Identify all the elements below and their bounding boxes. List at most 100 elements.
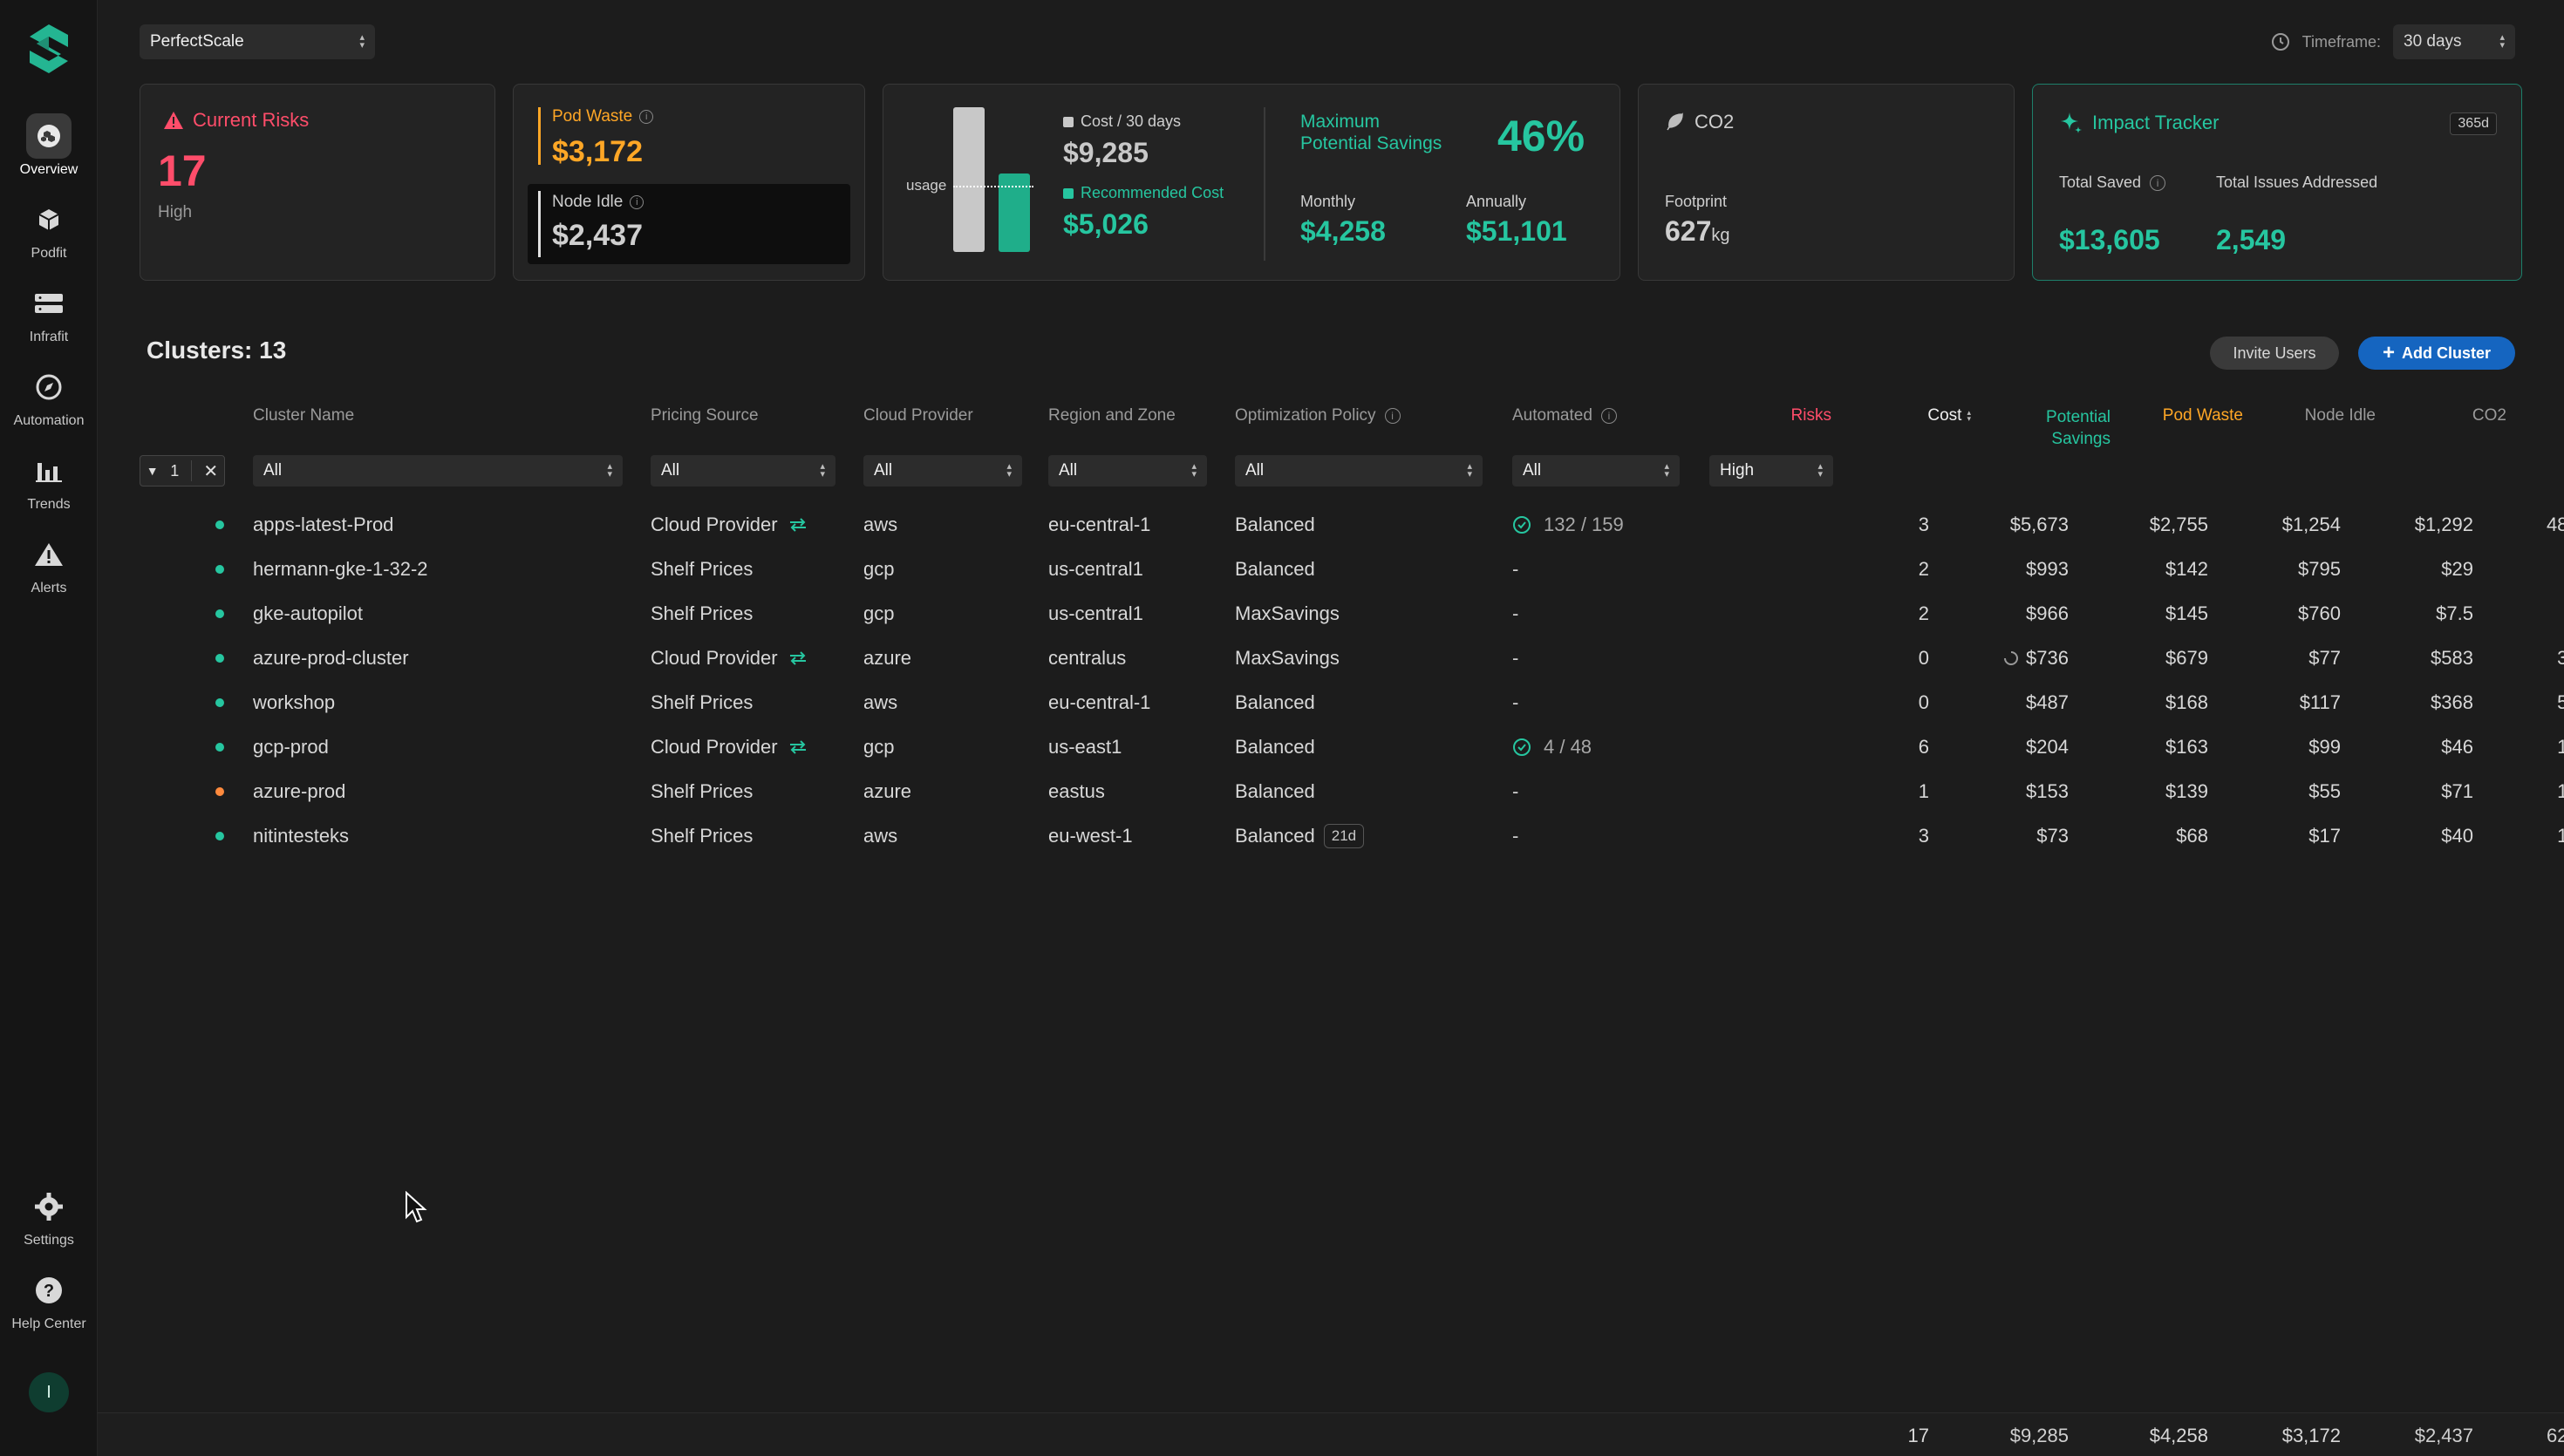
risks[interactable]: 1 xyxy=(1918,779,1929,802)
info-icon[interactable]: i xyxy=(1384,408,1401,424)
optimization-policy[interactable]: Balanced xyxy=(1235,725,1315,769)
add-cluster-button[interactable]: + Add Cluster xyxy=(2358,337,2515,370)
cluster-name[interactable]: azure-prod-cluster xyxy=(253,636,409,680)
header-potential-savings[interactable]: Potential Savings xyxy=(2046,406,2111,450)
header-node-idle[interactable]: Node Idle xyxy=(2304,406,2376,425)
filter-cloud-provider[interactable]: All ▴ ▾ xyxy=(863,455,1022,486)
header-cloud-provider[interactable]: Cloud Provider xyxy=(863,406,973,425)
cluster-name[interactable]: workshop xyxy=(253,680,335,725)
perfectscale-logo[interactable] xyxy=(26,23,72,75)
active-filters-chip[interactable]: ▼ 1 ✕ xyxy=(140,455,225,486)
cluster-row[interactable]: gke-autopilot Shelf Prices gcp us-central1 M… xyxy=(98,591,2564,636)
nav-podfit[interactable]: Podfit xyxy=(0,197,98,262)
co2-card[interactable]: CO2 Footprint 627kg xyxy=(1638,84,2015,281)
filter-pricing-source[interactable]: All ▴ ▾ xyxy=(651,455,835,486)
cluster-row[interactable]: nitintesteks Shelf Prices aws eu-west-1 Bala… xyxy=(98,813,2564,858)
cluster-name[interactable]: gcp-prod xyxy=(253,725,329,769)
cluster-row[interactable]: workshop Shelf Prices aws eu-central-1 Balan… xyxy=(98,680,2564,725)
optimization-policy[interactable]: Balanced xyxy=(1235,769,1315,813)
user-avatar[interactable]: I xyxy=(29,1372,69,1412)
risks[interactable]: 2 xyxy=(1918,557,1929,580)
cluster-name[interactable]: azure-prod xyxy=(253,769,345,813)
cluster-row[interactable]: gcp-prod Cloud Provider gcp us-east1 Balance… xyxy=(98,725,2564,769)
potential-savings: $142 xyxy=(2165,557,2208,580)
cluster-name[interactable]: nitintesteks xyxy=(253,813,349,858)
optimization-policy[interactable]: MaxSavings xyxy=(1235,591,1340,636)
info-icon[interactable]: i xyxy=(630,195,644,209)
potential-savings: $168 xyxy=(2165,691,2208,713)
filter-risks-value: High xyxy=(1720,461,1755,480)
cluster-name[interactable]: apps-latest-Prod xyxy=(253,502,393,547)
status-dot xyxy=(215,520,224,529)
automated[interactable]: 4 / 48 xyxy=(1512,725,1592,769)
current-risks-count: 17 xyxy=(158,146,207,195)
risks[interactable]: 0 xyxy=(1918,691,1929,713)
risks[interactable]: 3 xyxy=(1918,824,1929,847)
header-risks[interactable]: Risks xyxy=(1790,406,1831,425)
cluster-row[interactable]: hermann-gke-1-32-2 Shelf Prices gcp us-cent… xyxy=(98,547,2564,591)
nav-help-center[interactable]: ? Help Center xyxy=(0,1268,98,1332)
nav-trends[interactable]: Trends xyxy=(0,448,98,513)
footprint-label: Footprint xyxy=(1665,193,1728,210)
cluster-row[interactable]: azure-prod-cluster Cloud Provider azure cen… xyxy=(98,636,2564,680)
info-icon[interactable]: i xyxy=(1600,408,1617,424)
optimization-policy[interactable]: Balanced xyxy=(1235,680,1315,725)
cloud-provider: gcp xyxy=(863,602,895,624)
header-automated[interactable]: Automated i xyxy=(1512,406,1617,425)
total-issues-value: 2,549 xyxy=(2216,224,2287,255)
cluster-row[interactable]: azure-prod Shelf Prices azure eastus Balance… xyxy=(98,769,2564,813)
check-circle-icon xyxy=(1513,738,1531,756)
risks[interactable]: 6 xyxy=(1918,735,1929,758)
info-icon[interactable]: i xyxy=(639,110,654,124)
nav-alerts[interactable]: Alerts xyxy=(0,532,98,596)
nav-alerts-label: Alerts xyxy=(31,581,67,595)
period-badge[interactable]: 365d xyxy=(2450,112,2497,135)
node-idle-accent xyxy=(538,191,541,257)
nav-settings[interactable]: Settings xyxy=(0,1184,98,1248)
potential-savings: $139 xyxy=(2165,779,2208,802)
header-cluster-name[interactable]: Cluster Name xyxy=(253,406,355,425)
optimization-policy[interactable]: MaxSavings xyxy=(1235,636,1340,680)
current-risks-card[interactable]: Current Risks 17 High xyxy=(140,84,495,281)
automated: - xyxy=(1512,591,1518,636)
filter-cluster-name[interactable]: All ▴ ▾ xyxy=(253,455,623,486)
filter-region-zone[interactable]: All ▴ ▾ xyxy=(1048,455,1207,486)
clear-filters-icon[interactable]: ✕ xyxy=(203,461,219,481)
total-saved-value: $13,605 xyxy=(2059,224,2160,255)
risks[interactable]: 3 xyxy=(1918,513,1929,535)
header-cost[interactable]: Cost ▴ ▾ xyxy=(1927,406,1971,425)
optimization-policy[interactable]: Balanced xyxy=(1235,547,1315,591)
header-region-zone[interactable]: Region and Zone xyxy=(1048,406,1176,425)
header-pod-waste[interactable]: Pod Waste xyxy=(2162,406,2243,425)
automated[interactable]: 132 / 159 xyxy=(1512,502,1624,547)
cost-value: $9,285 xyxy=(1063,137,1149,168)
pricing-source-text: Shelf Prices xyxy=(651,779,754,802)
org-select[interactable]: PerfectScale ▴ ▾ xyxy=(140,24,375,59)
cost-text: $153 xyxy=(2026,779,2069,802)
waste-card: Pod Waste i $3,172 Node Idle i $2,437 xyxy=(513,84,865,281)
nav-automation[interactable]: Automation xyxy=(0,364,98,429)
nav-infrafit[interactable]: Infrafit xyxy=(0,281,98,345)
filter-optimization-policy[interactable]: All ▴ ▾ xyxy=(1235,455,1483,486)
timeframe-select[interactable]: 30 days ▴ ▾ xyxy=(2393,24,2515,59)
invite-users-button[interactable]: Invite Users xyxy=(2210,337,2339,370)
header-pricing-source[interactable]: Pricing Source xyxy=(651,406,759,425)
active-filter-count: 1 xyxy=(170,461,180,480)
filter-risks[interactable]: High ▴ ▾ xyxy=(1709,455,1833,486)
optimization-policy[interactable]: Balanced xyxy=(1235,502,1315,547)
cost-label: Cost / 30 days xyxy=(1081,112,1182,130)
pricing-source-text: Cloud Provider xyxy=(651,513,778,535)
filter-automated[interactable]: All ▴ ▾ xyxy=(1512,455,1680,486)
risks[interactable]: 0 xyxy=(1918,646,1929,669)
header-optimization-policy[interactable]: Optimization Policy i xyxy=(1235,406,1401,425)
cluster-name[interactable]: gke-autopilot xyxy=(253,591,363,636)
pod-waste: $760 xyxy=(2298,602,2341,624)
header-co2[interactable]: CO2 xyxy=(2472,406,2506,425)
risks[interactable]: 2 xyxy=(1918,602,1929,624)
nav-overview[interactable]: Overview xyxy=(0,113,98,178)
cluster-row[interactable]: apps-latest-Prod Cloud Provider aws eu-cent… xyxy=(98,502,2564,547)
cluster-name[interactable]: hermann-gke-1-32-2 xyxy=(253,547,428,591)
impact-tracker-card[interactable]: Impact Tracker 365d Total Saved i $13,60… xyxy=(2032,84,2522,281)
info-icon[interactable]: i xyxy=(2150,174,2166,191)
optimization-policy[interactable]: Balanced 21d xyxy=(1235,813,1365,858)
